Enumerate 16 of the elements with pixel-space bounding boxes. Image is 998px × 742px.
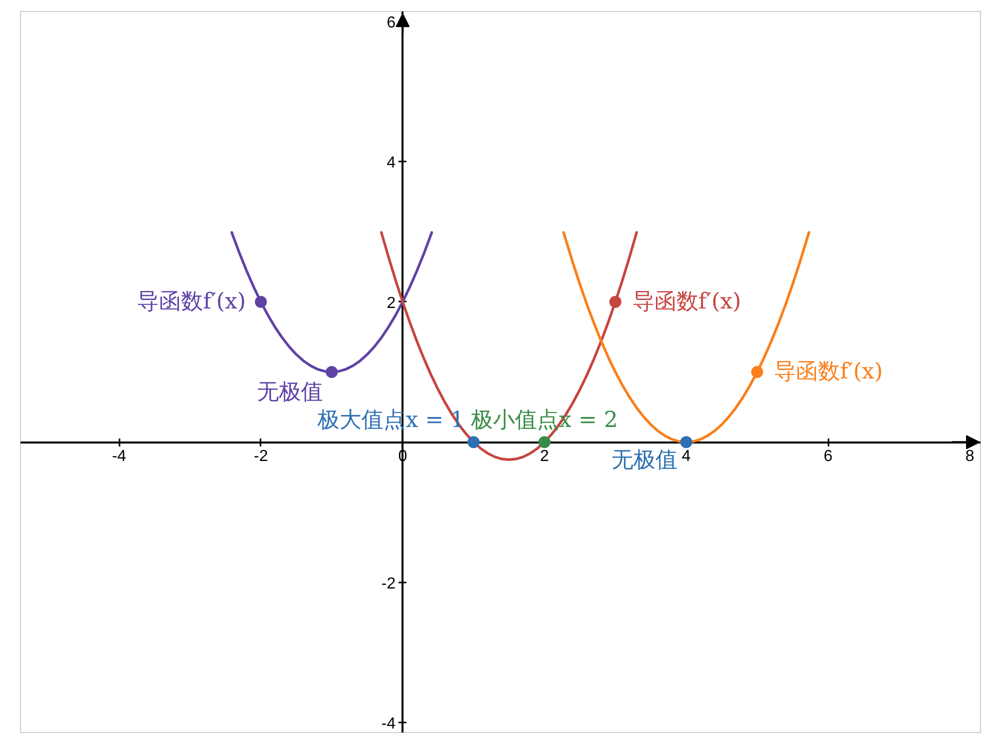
series-label: 导函数f′(x) (774, 360, 883, 384)
series-label: 导函数f′(x) (137, 289, 246, 314)
x-tick-label: 8 (965, 448, 974, 466)
series-label: 无极值 (256, 380, 323, 405)
x-tick-label: -2 (254, 448, 268, 466)
x-tick-label: -4 (112, 448, 126, 466)
y-tick-label: 2 (386, 294, 396, 312)
series-label: 导函数f′(x) (632, 289, 742, 314)
series-label: 无极值 (611, 448, 678, 474)
x-tick-label: 4 (682, 448, 691, 466)
y-tick-label: 4 (386, 154, 396, 172)
y-tick-label: 6 (386, 14, 396, 32)
y-tick-label: -4 (381, 716, 396, 733)
y-tick-label: -2 (381, 575, 396, 592)
x-tick-label: 6 (824, 448, 833, 466)
x-tick-label: 2 (540, 448, 550, 466)
